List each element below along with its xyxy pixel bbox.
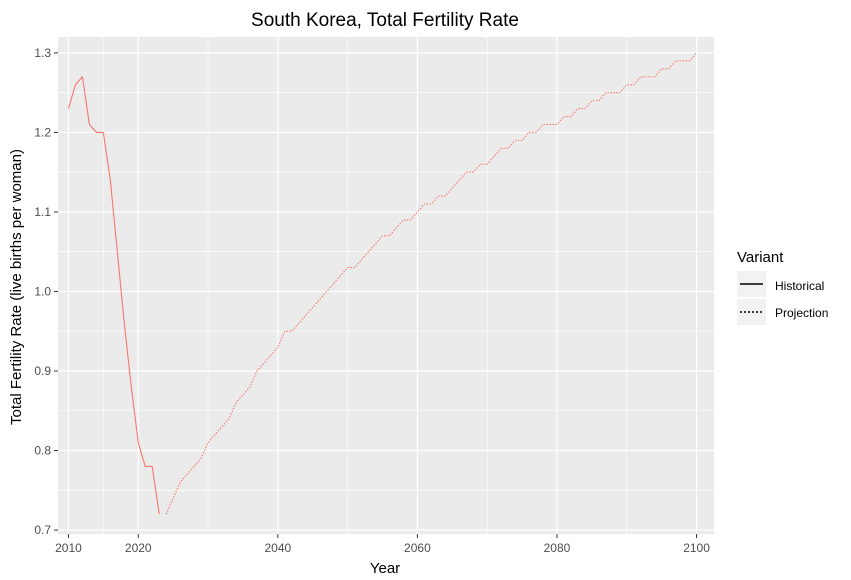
legend-title: Variant [737, 249, 784, 266]
y-axis-title: Total Fertility Rate (live births per wo… [8, 149, 25, 425]
minor-gridlines [58, 37, 714, 534]
legend-label-projection: Projection [775, 306, 828, 320]
legend: Variant Historical Projection [737, 249, 828, 325]
chart-title: South Korea, Total Fertility Rate [251, 10, 519, 31]
y-tick-label: 0.8 [34, 444, 51, 458]
y-tick-label: 1.2 [34, 125, 51, 139]
y-tick-label: 1.3 [34, 46, 51, 60]
x-tick-label: 2010 [55, 541, 82, 555]
y-tick-label: 1.1 [34, 205, 51, 219]
x-tick-label: 2020 [125, 541, 152, 555]
plot-panel [58, 37, 714, 534]
series-line-historical [67, 76, 160, 515]
x-tick-label: 2080 [544, 541, 571, 555]
y-tick-label: 0.7 [34, 523, 51, 537]
y-tick-label: 1.0 [34, 284, 51, 298]
x-axis: 2010 2020 2040 2060 2080 2100 [55, 534, 710, 555]
y-axis: 0.7 0.8 0.9 1.0 1.1 1.2 1.3 [34, 46, 58, 537]
series-lines [67, 52, 697, 515]
major-gridlines [58, 37, 714, 534]
x-tick-label: 2060 [404, 541, 431, 555]
x-axis-title: Year [370, 560, 400, 577]
legend-label-historical: Historical [775, 279, 824, 293]
x-tick-label: 2100 [683, 541, 710, 555]
x-tick-label: 2040 [264, 541, 291, 555]
y-tick-label: 0.9 [34, 364, 51, 378]
series-line-projection [165, 52, 697, 515]
